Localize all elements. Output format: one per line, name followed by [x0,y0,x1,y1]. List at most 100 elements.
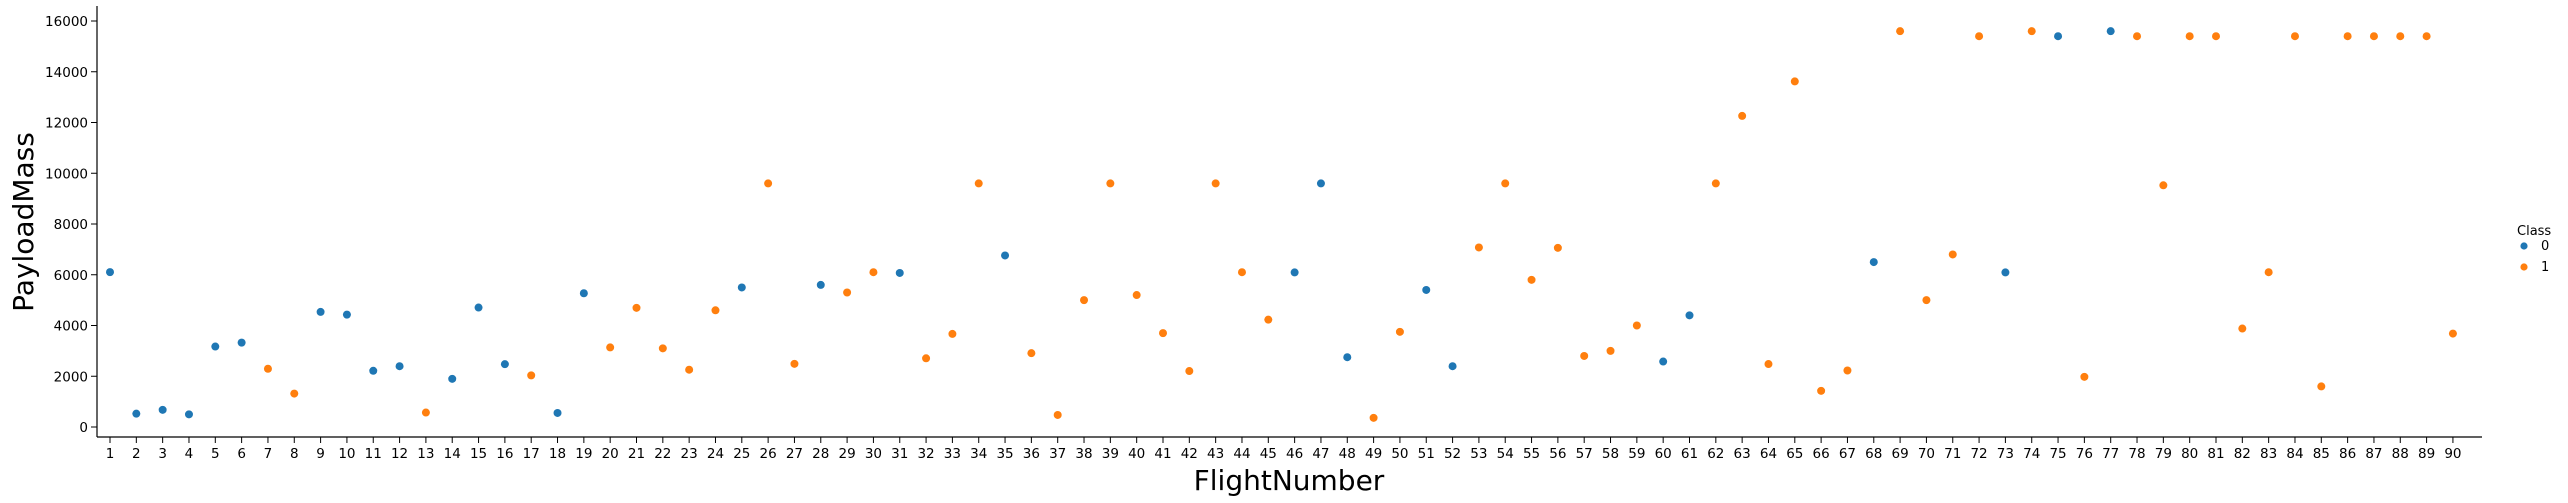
data-point-class-1 [2185,32,2194,41]
x-tick-label: 53 [1470,446,1487,462]
data-point-class-1 [1948,250,1957,259]
x-tick-label: 67 [1839,446,1856,462]
data-point-class-1 [1843,366,1852,375]
x-tick-label: 57 [1576,446,1593,462]
x-tick-label: 24 [707,446,724,462]
x-tick-label: 11 [365,446,382,462]
y-tick-label: 8000 [54,217,88,233]
data-point-class-1 [1053,410,1062,419]
x-tick-label: 48 [1339,446,1356,462]
x-tick-label: 30 [865,446,882,462]
data-point-class-0 [184,410,193,419]
x-tick-label: 77 [2102,446,2119,462]
x-tick-label: 78 [2128,446,2145,462]
data-point-class-1 [2264,268,2273,277]
data-point-class-0 [158,405,167,414]
x-tick-label: 47 [1312,446,1329,462]
data-point-class-1 [764,179,773,188]
data-point-class-1 [1764,360,1773,369]
x-tick-label: 66 [1813,446,1830,462]
x-tick-label: 16 [496,446,513,462]
data-point-class-0 [395,362,404,371]
legend-marker [2520,263,2528,271]
data-point-class-1 [1106,179,1115,188]
x-tick-label: 88 [2392,446,2409,462]
x-tick-label: 27 [786,446,803,462]
data-point-class-1 [922,354,931,363]
data-point-class-1 [1606,346,1615,355]
x-tick-label: 45 [1260,446,1277,462]
data-point-class-1 [1975,32,1984,41]
x-tick-label: 81 [2207,446,2224,462]
x-tick-label: 82 [2234,446,2251,462]
x-tick-label: 34 [970,446,987,462]
x-tick-label: 8 [290,446,299,462]
data-point-class-1 [2422,32,2431,41]
x-tick-label: 42 [1181,446,1198,462]
x-tick-label: 76 [2076,446,2093,462]
x-tick-label: 86 [2339,446,2356,462]
x-tick-label: 37 [1049,446,1066,462]
x-tick-label: 50 [1391,446,1408,462]
y-tick-label: 4000 [54,319,88,335]
x-tick-label: 35 [996,446,1013,462]
x-tick-label: 29 [839,446,856,462]
data-point-class-1 [2317,382,2326,391]
data-point-class-0 [369,366,378,375]
y-tick-label: 0 [79,420,88,436]
x-tick-label: 20 [602,446,619,462]
x-tick-label: 74 [2023,446,2040,462]
data-point-class-0 [2054,32,2063,41]
data-point-class-1 [2343,32,2352,41]
x-tick-label: 43 [1207,446,1224,462]
data-point-class-0 [816,280,825,289]
x-tick-label: 59 [1628,446,1645,462]
y-tick-label: 16000 [45,14,88,30]
x-tick-label: 23 [681,446,698,462]
x-tick-label: 3 [158,446,167,462]
data-point-class-1 [1395,327,1404,336]
data-point-class-0 [1448,362,1457,371]
x-tick-label: 83 [2260,446,2277,462]
data-point-class-0 [342,310,351,319]
data-point-class-1 [2080,372,2089,381]
data-point-class-1 [1132,291,1141,300]
data-point-class-1 [2159,181,2168,190]
data-point-class-0 [448,374,457,383]
x-tick-label: 18 [549,446,566,462]
axes [96,6,2482,438]
x-tick-label: 55 [1523,446,1540,462]
data-point-class-0 [579,289,588,298]
data-point-class-1 [527,371,536,380]
x-tick-label: 38 [1075,446,1092,462]
data-point-class-1 [1501,179,1510,188]
x-tick-label: 54 [1497,446,1514,462]
legend-items: 01 [2520,239,2549,275]
x-tick-label: 69 [1892,446,1909,462]
x-tick-label: 6 [237,446,246,462]
x-tick-label: 39 [1102,446,1119,462]
y-axis-title: PayloadMass [7,132,40,312]
x-tick-label: 63 [1734,446,1751,462]
data-point-class-0 [316,307,325,316]
data-point-class-0 [1659,357,1668,366]
data-point-class-1 [1027,349,1036,358]
x-tick-label: 44 [1233,446,1250,462]
data-point-class-1 [1474,243,1483,252]
data-point-class-1 [2290,32,2299,41]
data-point-class-1 [948,329,957,338]
data-point-class-1 [1185,367,1194,376]
y-tick-label: 12000 [45,116,88,132]
data-point-class-1 [790,359,799,368]
data-point-class-1 [843,288,852,297]
x-tick-label: 33 [944,446,961,462]
data-point-class-0 [500,360,509,369]
x-tick-label: 31 [891,446,908,462]
data-point-class-1 [421,408,430,417]
x-tick-label: 19 [575,446,592,462]
x-tick-label: 36 [1023,446,1040,462]
x-tick-label: 84 [2286,446,2303,462]
data-point-class-1 [263,364,272,373]
x-tick-label: 21 [628,446,645,462]
